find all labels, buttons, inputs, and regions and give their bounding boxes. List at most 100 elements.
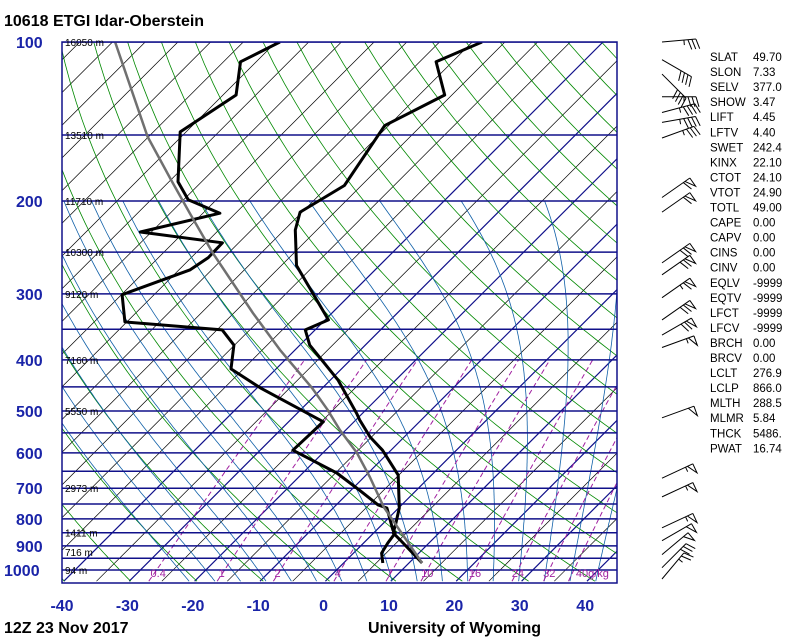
- height-label: 7160 m: [65, 356, 98, 367]
- moist-adiabat-line: [569, 284, 617, 582]
- dry-adiabat-line: [431, 42, 617, 244]
- mixing-ratio-line: [272, 359, 418, 582]
- isotherm-line: [62, 42, 342, 322]
- barb-feather: [680, 97, 687, 108]
- isotherm-line: [390, 354, 617, 582]
- barb-feather: [679, 306, 689, 315]
- dry-adiabat-line: [228, 42, 617, 474]
- isotherm-line: [62, 42, 113, 93]
- mixing-ratio-label: 4: [335, 568, 341, 580]
- pressure-tick-label: 800: [16, 512, 43, 529]
- stat-value: 49.00: [753, 203, 782, 215]
- barb-staff: [661, 73, 687, 99]
- wind-barb: [661, 125, 701, 139]
- wind-barb: [661, 543, 696, 569]
- stat-label: CTOT: [710, 172, 741, 184]
- barb-staff: [661, 552, 685, 580]
- pressure-tick-label: 500: [16, 404, 43, 421]
- barb-staff: [661, 317, 692, 336]
- wind-barb: [661, 38, 701, 50]
- stat-value: 866.0: [753, 383, 782, 395]
- barb-feather: [680, 548, 690, 555]
- dry-adiabat-line: [296, 42, 617, 395]
- moist-adiabat-line: [460, 200, 528, 582]
- stat-label: LFCV: [710, 323, 740, 335]
- barb-feather: [682, 106, 690, 116]
- mixing-ratio-label: 16: [469, 568, 481, 580]
- barb-feather: [682, 182, 692, 190]
- dry-adiabat-line: [330, 42, 617, 357]
- isotherm-line: [0, 42, 14, 581]
- temperature-tick-label: 40: [576, 598, 594, 615]
- time-label: 12Z 23 Nov 2017: [4, 620, 129, 637]
- stat-label: VTOT: [710, 187, 740, 199]
- height-label: 716 m: [65, 548, 93, 559]
- isotherm-line: [63, 42, 604, 582]
- dry-adiabat-line: [465, 42, 617, 207]
- stat-label: BRCV: [710, 353, 742, 365]
- plot-frame: [61, 41, 618, 584]
- stat-value: 24.10: [753, 172, 782, 184]
- barb-feather: [682, 546, 693, 552]
- mixing-ratio-label: 1: [219, 568, 225, 580]
- wind-barbs: [661, 38, 701, 580]
- stat-label: CAPV: [710, 233, 742, 245]
- dry-adiabat-line: [262, 42, 617, 434]
- isotherm-line: [62, 42, 244, 224]
- pressure-tick-label: 300: [16, 287, 43, 304]
- isotherm-line: [62, 42, 571, 551]
- dry-adiabat-line: [398, 42, 617, 281]
- dry-adiabat-line: [62, 263, 330, 582]
- pressure-tick-label: 1000: [4, 563, 40, 580]
- barb-staff: [661, 335, 695, 348]
- isotherm-line: [357, 321, 617, 582]
- stat-value: 24.90: [753, 187, 782, 199]
- mixing-ratio-label: 7: [387, 568, 393, 580]
- barb-feather: [683, 118, 689, 129]
- barb-feather: [686, 128, 694, 138]
- barb-half-feather: [685, 338, 689, 344]
- source-label: University of Wyoming: [368, 620, 541, 637]
- stat-label: SELV: [710, 82, 739, 94]
- isotherm-line: [62, 42, 309, 290]
- moist-adiabat-line: [62, 253, 292, 582]
- stat-label: MLTH: [710, 398, 740, 410]
- pressure-tick-label: 700: [16, 481, 43, 498]
- mixing-ratio-line: [420, 359, 551, 582]
- stat-value: 49.70: [753, 52, 782, 64]
- barb-feather: [680, 323, 689, 332]
- height-label: 16050 m: [65, 38, 104, 49]
- stat-label: CINV: [710, 263, 738, 275]
- moist-adiabat-line: [62, 346, 241, 582]
- barb-staff: [661, 482, 694, 498]
- barb-pennant: [686, 317, 698, 329]
- mixing-ratio-label: 2: [274, 568, 280, 580]
- stat-label: CINS: [710, 248, 738, 260]
- height-label: 10300 m: [65, 248, 104, 259]
- isotherm-line: [227, 191, 617, 582]
- axis-labels: 0.4 1 2 4 7 10 16 24 32 40g/kg1002003004005006007…: [4, 35, 609, 615]
- dewpoint-line: [120, 42, 397, 564]
- temperature-tick-label: -30: [116, 598, 139, 615]
- stat-label: TOTL: [710, 203, 740, 215]
- wind-barb: [661, 299, 698, 321]
- barb-feather: [694, 103, 701, 113]
- barb-feather: [695, 96, 700, 107]
- moist-adiabat-line: [62, 302, 267, 582]
- station-title: 10618 ETGI Idar-Oberstein: [4, 13, 204, 30]
- stat-value: 4.45: [753, 112, 775, 124]
- mixing-ratio-label: 0.4: [151, 568, 166, 580]
- stat-label: LIFT: [710, 112, 734, 124]
- barb-half-feather: [679, 284, 684, 290]
- barb-staff: [661, 116, 696, 123]
- isotherm-line: [324, 288, 617, 582]
- barb-half-feather: [679, 119, 682, 125]
- moist-adiabat-line: [379, 200, 495, 582]
- mixing-ratio-label: 24: [512, 568, 524, 580]
- wind-barb: [661, 513, 699, 529]
- mixing-ratio-line: [148, 359, 306, 582]
- stat-value: -9999: [753, 323, 782, 335]
- wind-barb: [662, 96, 700, 107]
- height-label: 9120 m: [65, 290, 98, 301]
- temperature-tick-label: 0: [319, 598, 328, 615]
